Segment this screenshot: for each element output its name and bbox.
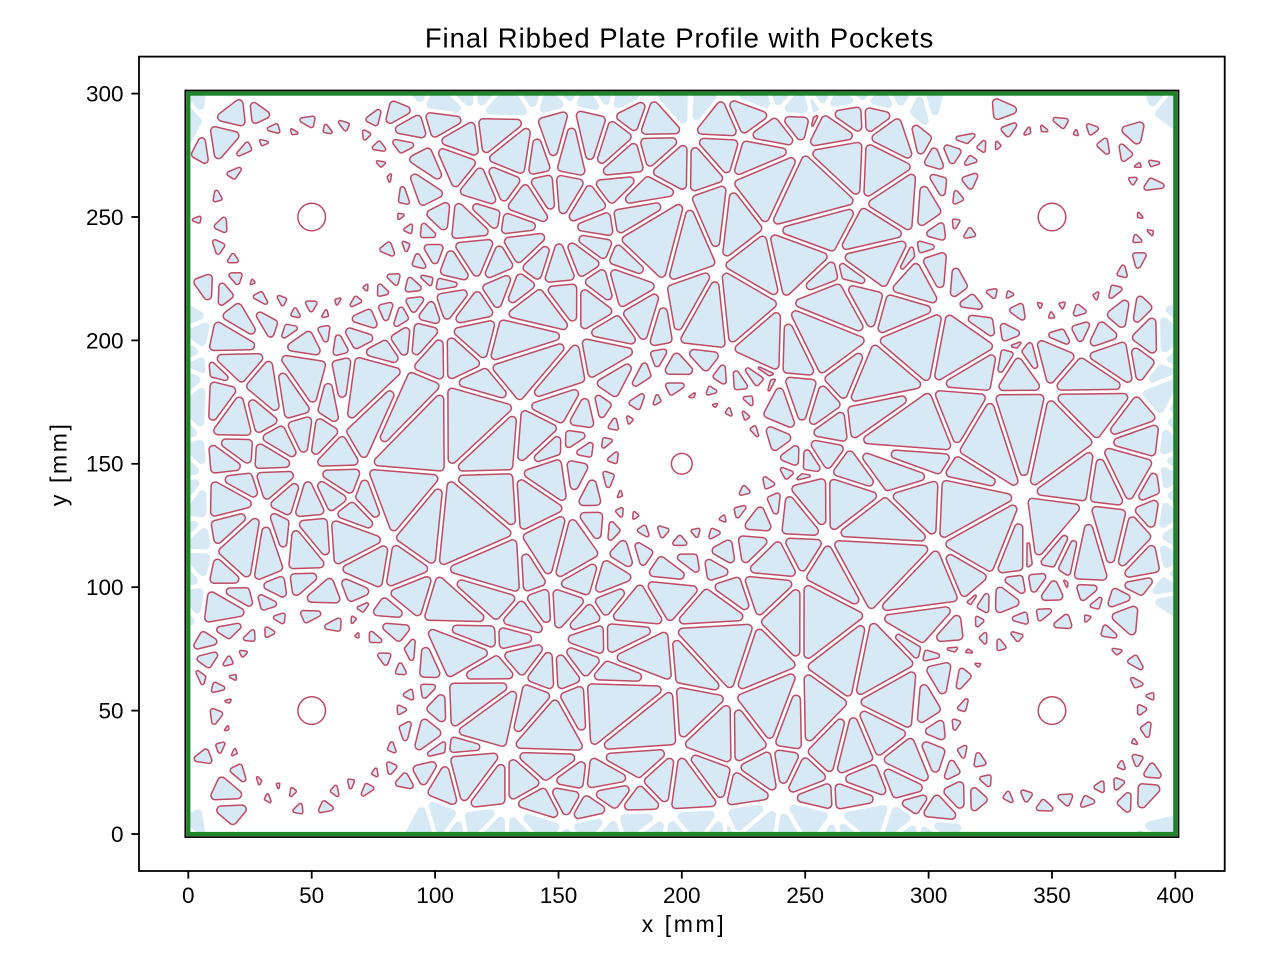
svg-text:0: 0 <box>182 883 195 908</box>
svg-text:100: 100 <box>416 883 454 908</box>
svg-text:0: 0 <box>111 822 124 847</box>
svg-text:300: 300 <box>910 883 948 908</box>
svg-text:250: 250 <box>786 883 824 908</box>
svg-text:Final Ribbed Plate Profile wit: Final Ribbed Plate Profile with Pockets <box>425 23 934 54</box>
svg-text:200: 200 <box>663 883 701 908</box>
svg-text:50: 50 <box>299 883 324 908</box>
svg-text:150: 150 <box>86 452 124 477</box>
svg-text:400: 400 <box>1157 883 1195 908</box>
svg-text:250: 250 <box>86 205 124 230</box>
svg-text:200: 200 <box>86 328 124 353</box>
svg-text:50: 50 <box>98 699 123 724</box>
svg-text:300: 300 <box>86 82 124 107</box>
svg-text:x [mm]: x [mm] <box>642 911 727 937</box>
svg-text:100: 100 <box>86 575 124 600</box>
svg-text:150: 150 <box>540 883 578 908</box>
svg-text:y [mm]: y [mm] <box>46 422 72 507</box>
svg-text:350: 350 <box>1033 883 1071 908</box>
